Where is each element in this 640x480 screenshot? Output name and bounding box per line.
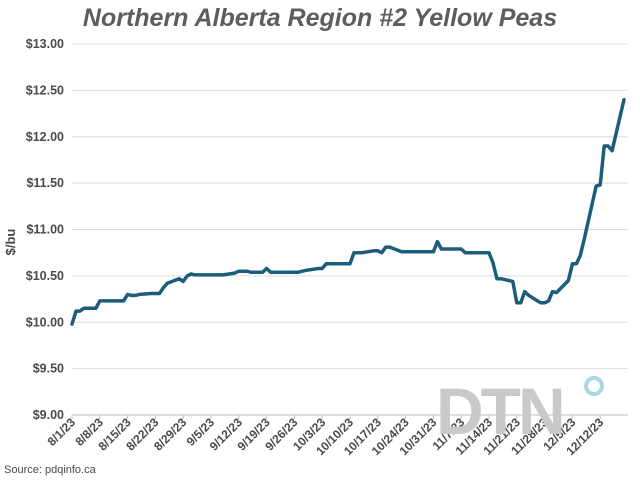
y-tick-label: $10.00 [26, 315, 64, 329]
y-axis-title: $/bu [3, 229, 18, 256]
y-tick-labels: $9.00 $9.50 $10.00 $10.50 $11.00 $11.50 $12.00… [26, 37, 64, 422]
y-tick-label: $9.00 [33, 408, 64, 422]
series-layer [70, 97, 626, 326]
y-tick-label: $11.50 [26, 176, 64, 190]
chart-title: Northern Alberta Region #2 Yellow Peas [82, 4, 558, 32]
gridlines [72, 43, 628, 416]
axes [71, 414, 628, 419]
price-series-line [70, 97, 626, 326]
logo-ring-icon [584, 376, 604, 396]
dtn-logo-text: DTN [436, 374, 563, 448]
source-note: Source: pdqinfo.ca [4, 464, 96, 476]
y-tick-label: $10.50 [26, 269, 64, 283]
y-tick-label: $12.00 [26, 130, 64, 144]
y-tick-label: $11.00 [26, 223, 64, 237]
dtn-logo-watermark: DTN [436, 374, 604, 448]
y-tick-label: $9.50 [33, 362, 64, 376]
y-tick-label: $12.50 [26, 83, 64, 97]
y-tick-label: $13.00 [26, 37, 64, 51]
